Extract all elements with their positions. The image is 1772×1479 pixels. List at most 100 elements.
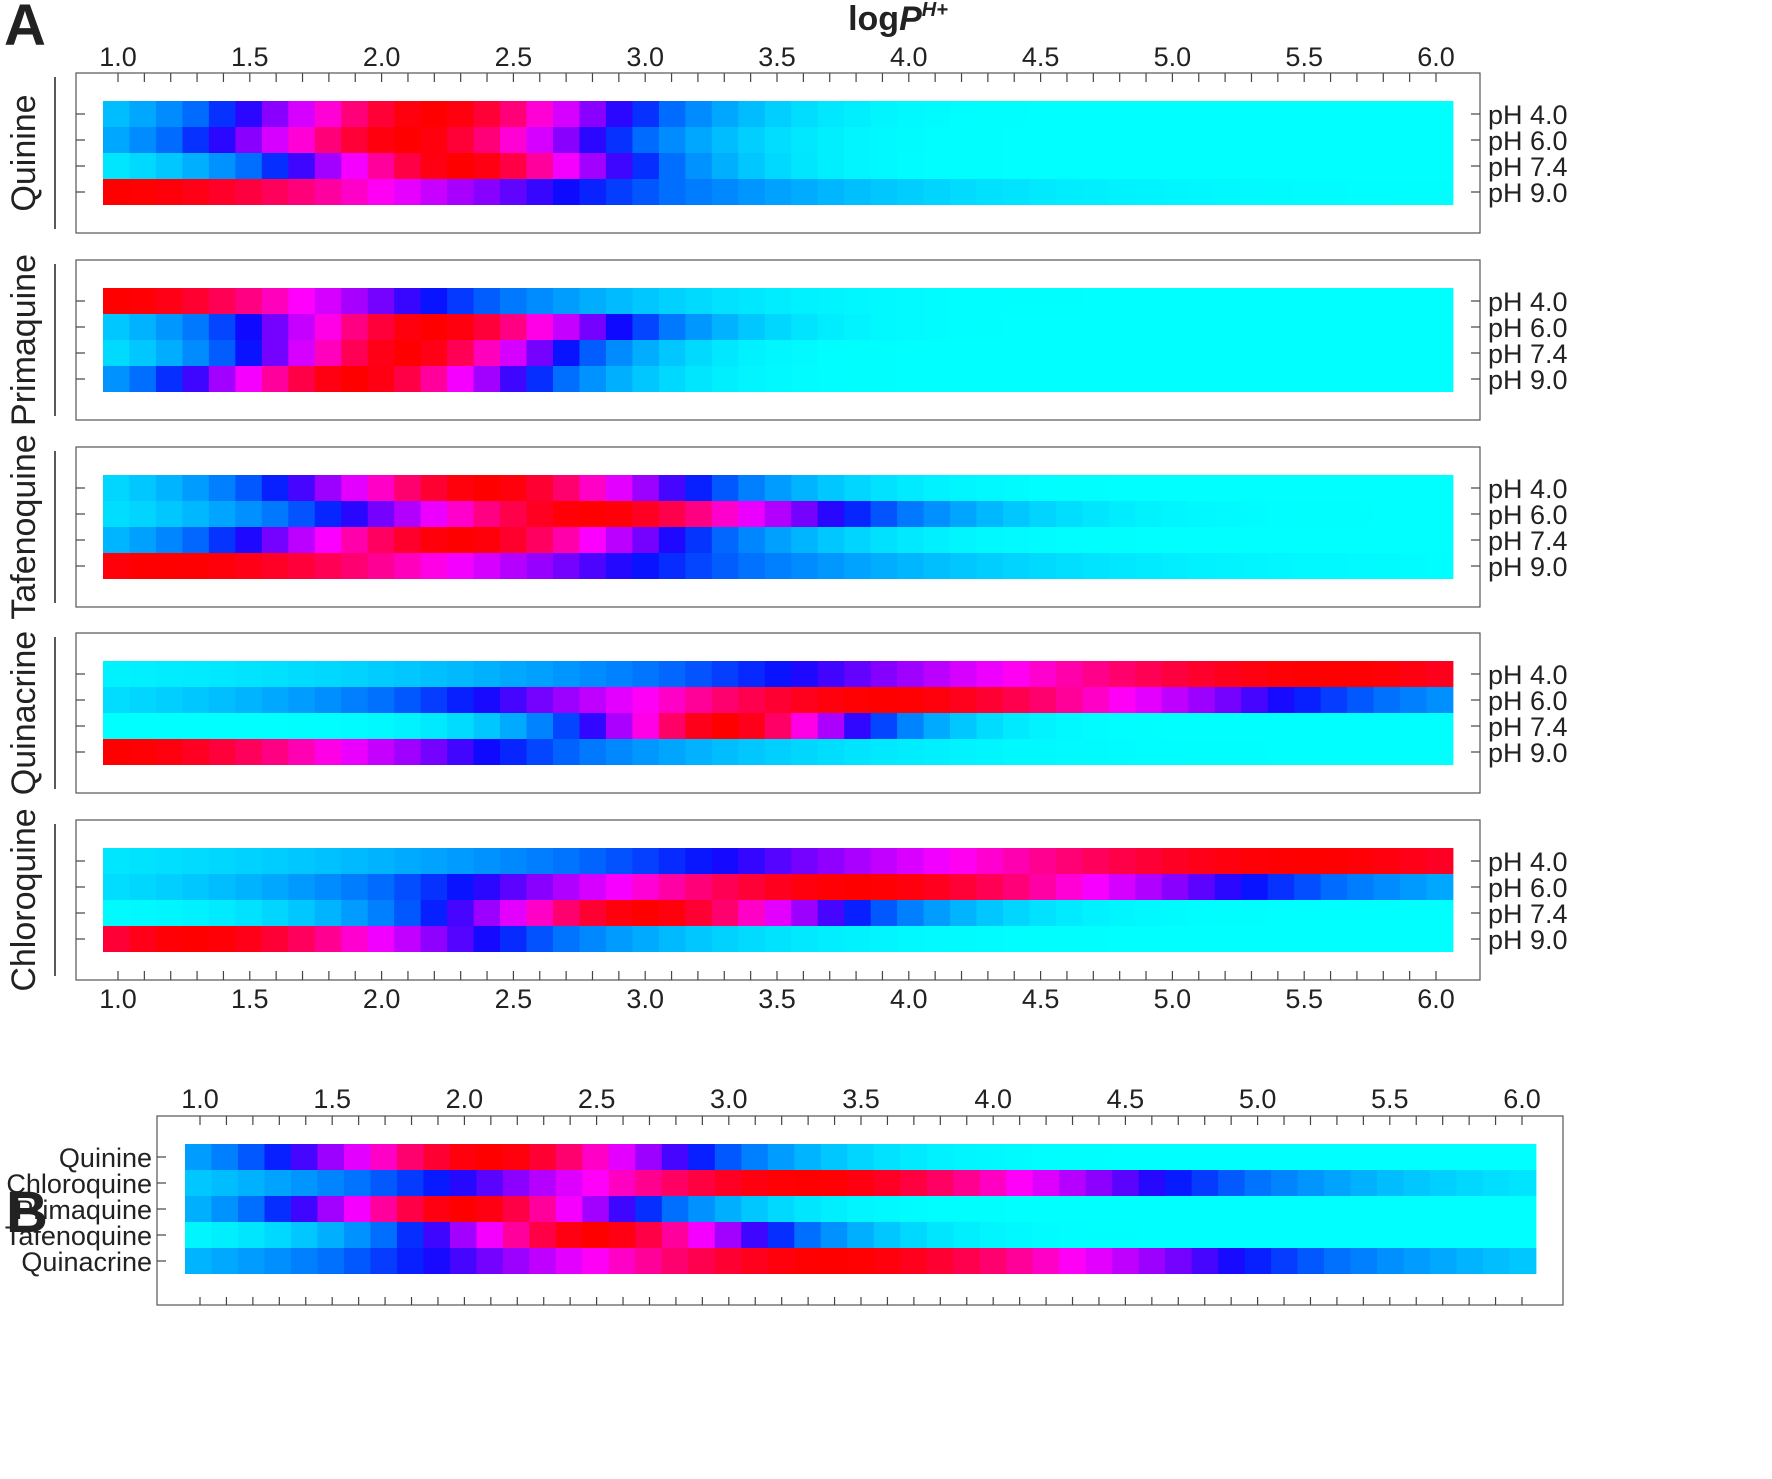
- heatmap-cell: [500, 848, 527, 874]
- heatmap-cell: [1218, 1222, 1246, 1248]
- heatmap-cell: [1347, 553, 1374, 579]
- heatmap-cell: [685, 553, 713, 579]
- heatmap-cell: [1214, 501, 1242, 527]
- heatmap-cell: [844, 874, 872, 900]
- heatmap-cell: [1426, 874, 1454, 900]
- heatmap-cell: [1214, 153, 1242, 179]
- heatmap-cell: [817, 687, 845, 713]
- heatmap-cell: [261, 340, 289, 366]
- heatmap-cell: [555, 1170, 583, 1196]
- heatmap-cell: [1112, 1170, 1140, 1196]
- heatmap-cell: [1271, 1144, 1298, 1170]
- heatmap-cell: [367, 848, 395, 874]
- heatmap-cell: [976, 366, 1004, 392]
- heatmap-cell: [1165, 1144, 1193, 1170]
- heatmap-cell: [1373, 739, 1401, 765]
- heatmap-cell: [1320, 475, 1348, 501]
- heatmap-cell: [288, 713, 316, 739]
- heatmap-cell: [976, 713, 1004, 739]
- heatmap-cell: [1059, 1196, 1087, 1222]
- heatmap-cell: [500, 314, 527, 340]
- heatmap-cell: [367, 288, 395, 314]
- heatmap-cell: [923, 926, 951, 952]
- heatmap-cell: [976, 101, 1004, 127]
- row-label-ph: pH 6.0: [1488, 873, 1568, 903]
- heatmap-cell: [844, 553, 872, 579]
- heatmap-cell: [103, 314, 130, 340]
- heatmap-cell: [608, 1196, 636, 1222]
- heatmap-cell: [394, 687, 422, 713]
- heatmap-cell: [103, 101, 130, 127]
- heatmap-cell: [1085, 1196, 1113, 1222]
- heatmap-cell: [897, 366, 924, 392]
- heatmap-cell: [1350, 1196, 1378, 1222]
- row-label-ph: pH 9.0: [1488, 365, 1568, 395]
- heatmap-cell: [526, 553, 554, 579]
- heatmap-cell: [208, 179, 236, 205]
- heatmap-cell: [1003, 179, 1030, 205]
- heatmap-cell: [844, 501, 872, 527]
- heatmap-cell: [791, 314, 819, 340]
- heatmap-cell: [661, 1196, 689, 1222]
- heatmap-cell: [1267, 661, 1295, 687]
- heatmap-cell: [261, 926, 289, 952]
- heatmap-cell: [447, 340, 474, 366]
- heatmap-cell: [1059, 1222, 1087, 1248]
- heatmap-cell: [764, 340, 792, 366]
- heatmap-cell: [870, 874, 898, 900]
- heatmap-cell: [817, 366, 845, 392]
- heatmap-cell: [579, 874, 607, 900]
- heatmap-cell: [447, 127, 474, 153]
- heatmap-cell: [553, 366, 580, 392]
- heatmap-cell: [1006, 1196, 1034, 1222]
- heatmap-cell: [1161, 153, 1189, 179]
- heatmap-cell: [926, 1196, 954, 1222]
- heatmap-cell: [473, 127, 501, 153]
- heatmap-cell: [553, 874, 580, 900]
- heatmap-cell: [1400, 527, 1427, 553]
- heatmap-cell: [605, 553, 633, 579]
- heatmap-cell: [1426, 739, 1454, 765]
- heatmap-cell: [820, 1248, 848, 1274]
- heatmap-cell: [1373, 713, 1401, 739]
- heatmap-cell: [103, 661, 130, 687]
- heatmap-cell: [449, 1144, 477, 1170]
- heatmap-cell: [1003, 926, 1030, 952]
- heatmap-cell: [500, 101, 527, 127]
- heatmap-cell: [1426, 900, 1454, 926]
- heatmap-cell: [211, 1196, 239, 1222]
- heatmap-cell: [658, 288, 686, 314]
- heatmap-cell: [1403, 1222, 1431, 1248]
- heatmap-cell: [182, 179, 210, 205]
- heatmap-cell: [343, 1222, 371, 1248]
- heatmap-cell: [1135, 661, 1163, 687]
- heatmap-cell: [182, 661, 210, 687]
- heatmap-cell: [1112, 1222, 1140, 1248]
- heatmap-cell: [1426, 527, 1454, 553]
- heatmap-cell: [685, 366, 713, 392]
- heatmap-cell: [1320, 739, 1348, 765]
- heatmap-cell: [767, 1222, 795, 1248]
- heatmap-cell: [1347, 900, 1374, 926]
- heatmap-cell: [502, 1196, 530, 1222]
- heatmap-cell: [1347, 848, 1374, 874]
- heatmap-cell: [817, 475, 845, 501]
- heatmap-cell: [1403, 1170, 1431, 1196]
- heatmap-cell: [1003, 687, 1030, 713]
- heatmap-cell: [1320, 848, 1348, 874]
- heatmap-cell: [367, 340, 395, 366]
- heatmap-cell: [1426, 553, 1454, 579]
- heatmap-cell: [711, 153, 739, 179]
- heatmap-cell: [208, 153, 236, 179]
- heatmap-cell: [685, 926, 713, 952]
- heatmap-cell: [1082, 661, 1110, 687]
- heatmap-cell: [1029, 288, 1057, 314]
- heatmap-cell: [235, 553, 263, 579]
- heatmap-cell: [605, 713, 633, 739]
- heatmap-cell: [1059, 1144, 1087, 1170]
- heatmap-cell: [367, 366, 395, 392]
- heatmap-cell: [1267, 101, 1295, 127]
- heatmap-cell: [129, 848, 157, 874]
- heatmap-cell: [1214, 101, 1242, 127]
- heatmap-cell: [658, 179, 686, 205]
